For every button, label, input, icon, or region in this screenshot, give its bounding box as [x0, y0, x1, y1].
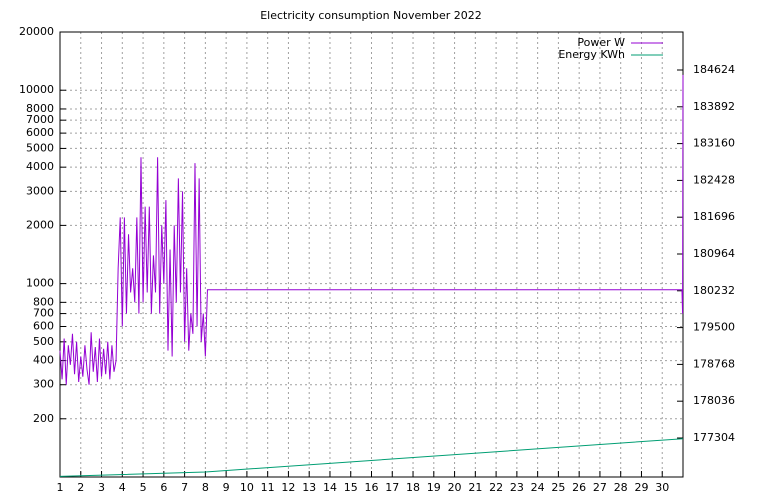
- x-tick-label: 29: [634, 481, 648, 494]
- x-tick-label: 13: [302, 481, 316, 494]
- y-tick-label: 800: [33, 295, 54, 308]
- x-tick-label: 1: [57, 481, 64, 494]
- y-tick-label: 1000: [26, 277, 54, 290]
- legend-label: Power W: [577, 36, 625, 49]
- x-tick-label: 4: [119, 481, 126, 494]
- y2-tick-label: 182428: [693, 173, 735, 186]
- x-tick-label: 17: [385, 481, 399, 494]
- y-tick-label: 7000: [26, 113, 54, 126]
- y2-tick-label: 180964: [693, 247, 735, 260]
- y2-tick-label: 178768: [693, 357, 735, 370]
- y-tick-label: 5000: [26, 141, 54, 154]
- x-tick-label: 18: [406, 481, 420, 494]
- y-tick-label: 200: [33, 412, 54, 425]
- y-tick-label: 6000: [26, 126, 54, 139]
- series-line: [59, 74, 684, 385]
- x-tick-label: 14: [323, 481, 337, 494]
- x-tick-label: 7: [181, 481, 188, 494]
- y2-tick-label: 177304: [693, 431, 735, 444]
- y-tick-label: 700: [33, 307, 54, 320]
- legend-label: Energy KWh: [558, 48, 625, 61]
- x-tick-label: 10: [240, 481, 254, 494]
- y-tick-label: 300: [33, 378, 54, 391]
- y-tick-label: 4000: [26, 160, 54, 173]
- y2-tick-label: 181696: [693, 210, 735, 223]
- x-tick-label: 21: [468, 481, 482, 494]
- y-tick-label: 20000: [19, 25, 54, 38]
- x-tick-label: 16: [365, 481, 379, 494]
- x-tick-label: 11: [261, 481, 275, 494]
- x-tick-label: 15: [344, 481, 358, 494]
- x-tick-label: 3: [98, 481, 105, 494]
- series-line: [59, 438, 684, 477]
- x-tick-label: 19: [427, 481, 441, 494]
- y2-tick-label: 178036: [693, 394, 735, 407]
- y-tick-label: 400: [33, 354, 54, 367]
- x-tick-label: 27: [593, 481, 607, 494]
- x-tick-label: 6: [160, 481, 167, 494]
- y-tick-label: 2000: [26, 218, 54, 231]
- x-tick-label: 28: [614, 481, 628, 494]
- x-tick-label: 23: [510, 481, 524, 494]
- y2-tick-label: 183892: [693, 100, 735, 113]
- y-tick-label: 10000: [19, 83, 54, 96]
- x-tick-label: 12: [281, 481, 295, 494]
- y-tick-label: 3000: [26, 184, 54, 197]
- x-tick-label: 26: [572, 481, 586, 494]
- x-tick-label: 9: [223, 481, 230, 494]
- x-tick-label: 22: [489, 481, 503, 494]
- x-tick-label: 24: [531, 481, 545, 494]
- y2-tick-label: 179500: [693, 321, 735, 334]
- y-tick-label: 600: [33, 320, 54, 333]
- chart-title: Electricity consumption November 2022: [260, 9, 482, 22]
- y2-tick-label: 180232: [693, 284, 735, 297]
- x-tick-label: 30: [655, 481, 669, 494]
- y2-tick-label: 184624: [693, 63, 735, 76]
- x-tick-label: 2: [77, 481, 84, 494]
- x-tick-label: 25: [551, 481, 565, 494]
- y2-tick-label: 183160: [693, 137, 735, 150]
- y-tick-label: 500: [33, 335, 54, 348]
- x-tick-label: 20: [448, 481, 462, 494]
- y-tick-label: 8000: [26, 102, 54, 115]
- x-tick-label: 5: [140, 481, 147, 494]
- x-tick-label: 8: [202, 481, 209, 494]
